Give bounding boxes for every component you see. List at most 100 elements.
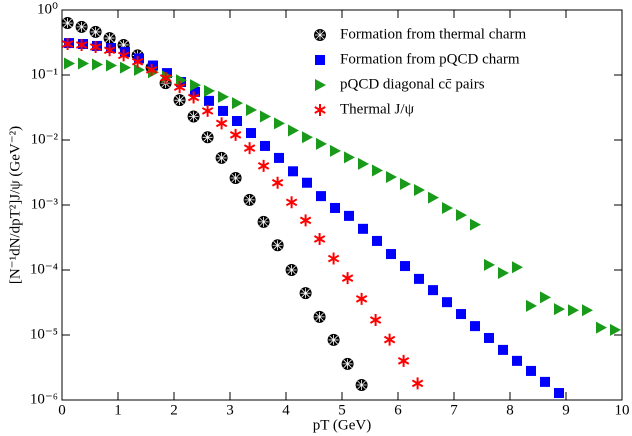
- marker: [103, 32, 116, 45]
- marker: [75, 20, 88, 33]
- marker-body: [315, 79, 326, 91]
- marker: [117, 49, 130, 62]
- marker-body: [302, 131, 313, 144]
- marker: [159, 71, 172, 84]
- marker-body: [218, 105, 228, 116]
- marker-body: [512, 355, 522, 366]
- marker-body: [341, 272, 354, 285]
- marker-body: [274, 117, 285, 130]
- marker: [526, 365, 536, 376]
- marker: [327, 252, 340, 265]
- marker: [299, 287, 312, 300]
- marker-body: [145, 63, 158, 76]
- marker: [89, 40, 102, 53]
- marker: [75, 38, 88, 51]
- marker: [204, 95, 214, 106]
- marker: [134, 63, 145, 76]
- legend-marker: [315, 55, 325, 65]
- marker-body: [358, 223, 368, 234]
- marker-body: [288, 124, 299, 137]
- marker: [540, 291, 551, 304]
- marker: [201, 131, 214, 144]
- marker-hatch: [118, 39, 129, 50]
- x-tick-label: 4: [282, 402, 290, 418]
- marker: [260, 140, 270, 151]
- marker: [411, 377, 424, 390]
- marker: [274, 117, 285, 130]
- marker-body: [372, 164, 383, 177]
- marker-hatch: [188, 111, 199, 122]
- marker-hatch: [62, 18, 73, 29]
- y-axis-label: [N⁻¹dN/dpT²]J/ψ (GeV⁻²): [7, 126, 23, 284]
- marker-body: [103, 44, 116, 57]
- y-tick-label: 10⁻¹: [31, 66, 58, 82]
- marker-hatch: [258, 216, 269, 227]
- marker-hatch: [356, 380, 367, 391]
- marker-body: [484, 258, 495, 271]
- marker-body: [526, 365, 536, 376]
- marker: [229, 172, 242, 185]
- marker-body: [470, 321, 480, 332]
- marker-body: [190, 86, 200, 97]
- legend-label: Thermal J/ψ: [340, 101, 415, 117]
- marker-body: [218, 90, 229, 103]
- marker-body: [299, 214, 312, 227]
- marker: [78, 57, 89, 70]
- marker-body: [134, 63, 145, 76]
- legend-label: pQCD diagonal cc̄ pairs: [340, 76, 485, 92]
- marker: [428, 191, 439, 204]
- marker-hatch: [315, 30, 325, 40]
- marker-body: [302, 177, 312, 188]
- marker-body: [540, 376, 550, 387]
- marker: [386, 170, 397, 183]
- marker: [243, 142, 256, 155]
- marker-body: [330, 144, 341, 157]
- marker: [106, 59, 117, 72]
- marker: [274, 152, 284, 163]
- marker: [120, 46, 130, 57]
- marker: [341, 272, 354, 285]
- marker: [134, 53, 144, 64]
- marker: [498, 344, 508, 355]
- marker-body: [313, 232, 326, 245]
- marker-hatch: [328, 334, 339, 345]
- marker-body: [414, 184, 425, 197]
- marker-body: [204, 95, 214, 106]
- y-tick-label: 10⁰: [37, 1, 58, 17]
- marker-body: [358, 157, 369, 170]
- marker-body: [274, 152, 284, 163]
- marker-body: [411, 377, 424, 390]
- marker: [316, 191, 326, 202]
- marker-hatch: [342, 358, 353, 369]
- marker-body: [120, 61, 131, 74]
- marker: [316, 137, 327, 150]
- marker: [554, 303, 565, 316]
- marker: [218, 105, 228, 116]
- y-tick-label: 10⁻⁶: [30, 391, 58, 407]
- marker-hatch: [76, 21, 87, 32]
- marker: [484, 332, 494, 343]
- marker: [526, 299, 537, 312]
- y-tick-label: 10⁻⁴: [30, 261, 58, 277]
- marker-hatch: [300, 288, 311, 299]
- marker-body: [316, 137, 327, 150]
- marker-body: [61, 37, 74, 50]
- marker: [173, 81, 186, 94]
- marker: [288, 166, 298, 177]
- x-tick-label: 0: [58, 402, 66, 418]
- marker: [260, 110, 271, 123]
- marker: [386, 249, 396, 260]
- marker: [358, 157, 369, 170]
- marker-body: [442, 201, 453, 214]
- marker: [302, 177, 312, 188]
- marker-body: [187, 91, 200, 104]
- marker: [288, 124, 299, 137]
- marker-body: [316, 191, 326, 202]
- marker: [372, 235, 382, 246]
- marker: [229, 128, 242, 141]
- marker-body: [246, 128, 256, 139]
- marker: [302, 131, 313, 144]
- marker-body: [106, 43, 116, 54]
- marker-body: [271, 176, 284, 189]
- marker: [397, 354, 410, 367]
